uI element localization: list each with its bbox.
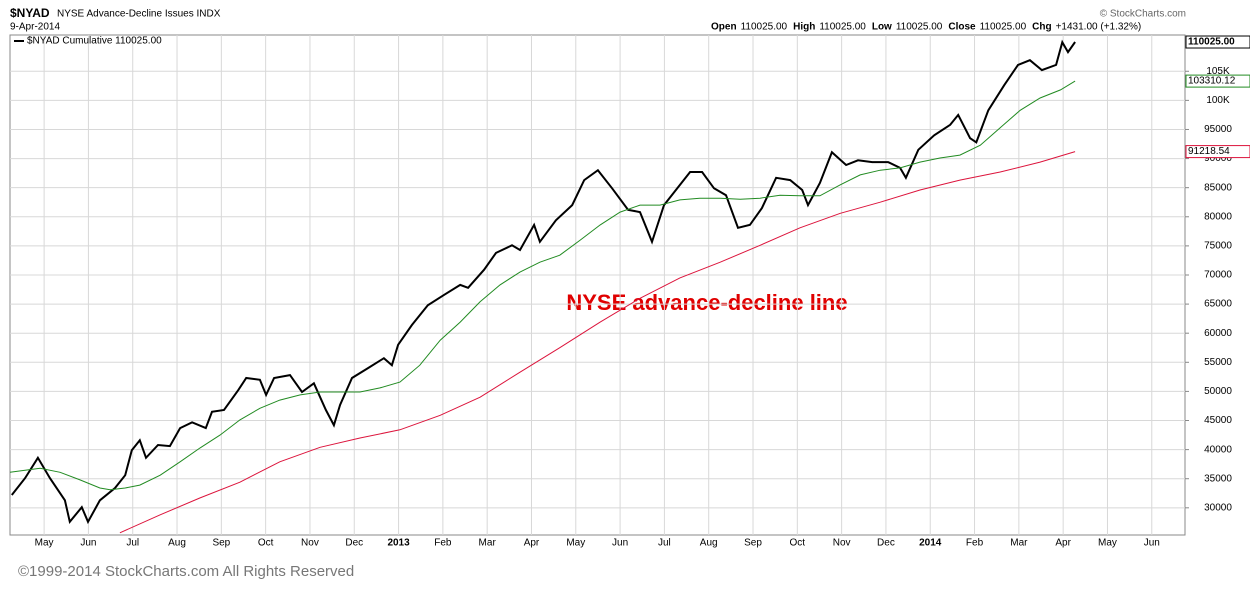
quote-value: 110025.00 bbox=[980, 22, 1027, 33]
x-tick-label: Dec bbox=[877, 538, 895, 549]
x-tick-label: Dec bbox=[345, 538, 363, 549]
quote-label: Close bbox=[948, 22, 976, 33]
symbol: $NYAD bbox=[10, 6, 50, 20]
source: © StockCharts.com bbox=[1100, 9, 1186, 20]
last-value-label: 110025.00 bbox=[1188, 37, 1235, 48]
x-tick-label: Oct bbox=[790, 538, 806, 549]
x-tick-label: Mar bbox=[479, 538, 497, 549]
y-tick-label: 45000 bbox=[1204, 415, 1232, 426]
y-tick-label: 80000 bbox=[1204, 211, 1232, 222]
quote-value: 110025.00 bbox=[741, 22, 788, 33]
x-tick-label: Apr bbox=[1055, 538, 1071, 549]
y-tick-label: 30000 bbox=[1204, 502, 1232, 513]
x-tick-label: 2014 bbox=[919, 538, 942, 549]
y-tick-label: 40000 bbox=[1204, 444, 1232, 455]
y-tick-label: 55000 bbox=[1204, 357, 1232, 368]
footer: ©1999-2014 StockCharts.com All Rights Re… bbox=[18, 563, 354, 580]
x-tick-label: Jun bbox=[80, 538, 96, 549]
y-tick-label: 100K bbox=[1206, 95, 1230, 106]
date: 9-Apr-2014 bbox=[10, 22, 60, 33]
quote-label: High bbox=[793, 22, 815, 33]
y-tick-label: 50000 bbox=[1204, 386, 1232, 397]
x-tick-label: Feb bbox=[966, 538, 984, 549]
y-tick-label: 60000 bbox=[1204, 328, 1232, 339]
last-value-label: 103310.12 bbox=[1188, 76, 1236, 87]
quote-value: 110025.00 bbox=[819, 22, 866, 33]
x-tick-label: Feb bbox=[434, 538, 452, 549]
quote-value: +1431.00 (+1.32%) bbox=[1056, 22, 1142, 33]
x-tick-label: Jul bbox=[658, 538, 671, 549]
x-tick-label: Nov bbox=[301, 538, 319, 549]
series-line bbox=[11, 39, 1076, 525]
x-tick-label: May bbox=[566, 538, 585, 549]
legend-label: $NYAD Cumulative 110025.00 bbox=[27, 36, 162, 47]
series-line bbox=[9, 80, 1076, 491]
quote-value: 110025.00 bbox=[896, 22, 943, 33]
x-tick-label: 2013 bbox=[387, 538, 410, 549]
x-tick-label: Jun bbox=[612, 538, 628, 549]
y-tick-label: 85000 bbox=[1204, 182, 1232, 193]
chart-title: NYSE Advance-Decline Issues INDX bbox=[57, 9, 221, 20]
quote-label: Chg bbox=[1032, 22, 1051, 33]
x-tick-label: May bbox=[35, 538, 54, 549]
x-tick-label: May bbox=[1098, 538, 1117, 549]
x-tick-label: Aug bbox=[700, 538, 718, 549]
y-tick-label: 90000 bbox=[1204, 153, 1232, 164]
x-tick-label: Jun bbox=[1144, 538, 1160, 549]
x-tick-label: Aug bbox=[168, 538, 186, 549]
x-tick-label: Oct bbox=[258, 538, 274, 549]
quote-label: Low bbox=[872, 22, 892, 33]
x-tick-label: Nov bbox=[833, 538, 851, 549]
annotation: NYSE advance-decline line bbox=[566, 290, 847, 315]
y-tick-label: 105K bbox=[1206, 66, 1230, 77]
y-tick-label: 70000 bbox=[1204, 270, 1232, 281]
x-tick-label: Mar bbox=[1010, 538, 1028, 549]
y-tick-label: 95000 bbox=[1204, 124, 1232, 135]
y-tick-label: 65000 bbox=[1204, 299, 1232, 310]
x-tick-label: Sep bbox=[212, 538, 230, 549]
last-value-label: 91218.54 bbox=[1188, 146, 1230, 157]
last-value-box bbox=[1185, 74, 1250, 88]
plot-frame bbox=[9, 34, 1186, 536]
last-value-box bbox=[1185, 35, 1250, 49]
last-value-box bbox=[1185, 145, 1250, 159]
y-tick-label: 35000 bbox=[1204, 473, 1232, 484]
x-tick-label: Apr bbox=[524, 538, 540, 549]
x-tick-label: Jul bbox=[126, 538, 139, 549]
x-tick-label: Sep bbox=[744, 538, 762, 549]
quote-label: Open bbox=[711, 22, 737, 33]
series-line bbox=[119, 151, 1076, 534]
y-tick-label: 75000 bbox=[1204, 241, 1232, 252]
